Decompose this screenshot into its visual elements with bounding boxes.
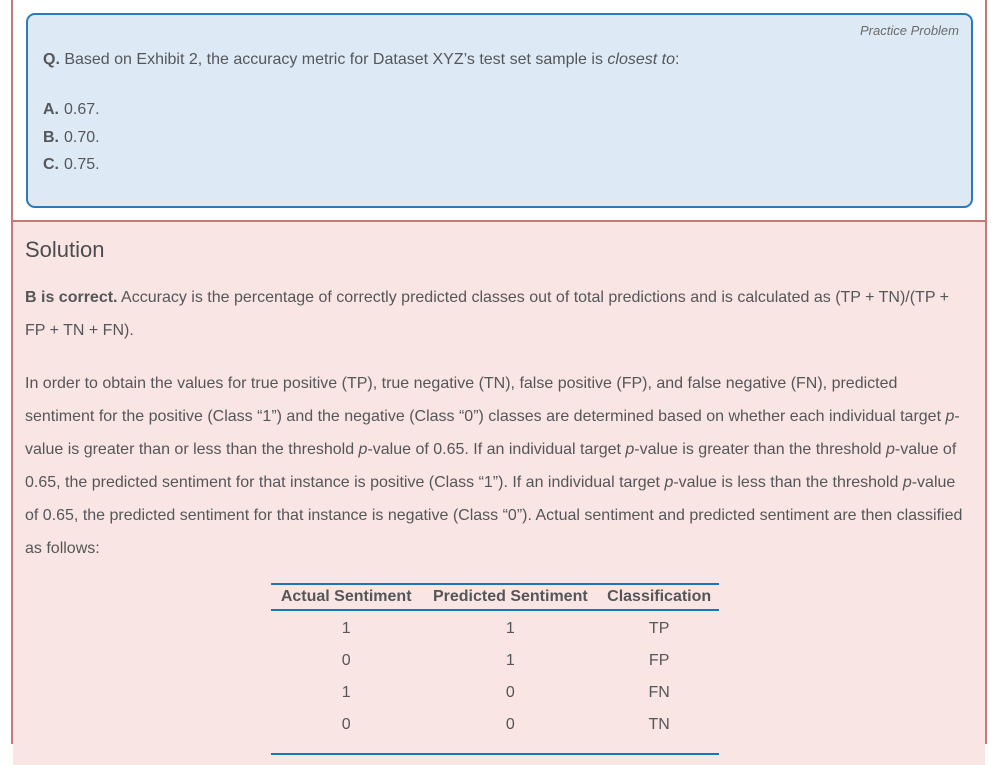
column-header: Predicted Sentiment	[421, 583, 600, 611]
classification-table: Actual Sentiment Predicted Sentiment Class…	[271, 582, 719, 755]
text-segment: -value of 0.65, the predicted sentiment …	[25, 473, 963, 557]
practice-problem-box: Practice Problem Q. Based on Exhibit 2, …	[26, 13, 973, 208]
text-segment: In order to obtain the values for true p…	[25, 374, 946, 425]
table-cell: 1	[341, 619, 351, 637]
table-row: 0 0 TN	[271, 709, 719, 754]
text-segment: p	[625, 440, 635, 458]
table-cell: 0	[341, 651, 351, 669]
answer-options: A. 0.67. B. 0.70. C. 0.75.	[43, 96, 959, 179]
text-segment: B is correct.	[25, 288, 118, 306]
text-segment: Accuracy is the percentage of correctly …	[25, 288, 949, 339]
text-segment: -value is greater than or less than the …	[25, 407, 960, 458]
option-b: B. 0.70.	[43, 124, 959, 152]
solution-section: Solution B is correct. Accuracy is the p…	[13, 219, 985, 765]
option-c-letter: C.	[43, 156, 59, 173]
option-c: C. 0.75.	[43, 151, 959, 179]
text-segment: p	[945, 407, 955, 425]
text-segment: -value is greater than the threshold	[634, 440, 886, 458]
text-segment: closest to	[607, 51, 675, 68]
option-a-value: 0.67.	[64, 101, 100, 118]
table-cell: FP	[648, 651, 670, 669]
text-segment: -value of 0.65. If an individual target	[367, 440, 626, 458]
table-cell: 1	[341, 683, 351, 701]
column-header: Classification	[599, 583, 719, 611]
table-cell: TN	[648, 715, 670, 733]
option-b-value: 0.70.	[64, 128, 100, 146]
option-c-value: 0.75.	[64, 156, 100, 173]
solution-heading: Solution	[25, 236, 105, 262]
text-segment: Based on Exhibit 2, the accuracy metric …	[59, 51, 608, 68]
practice-problem-label: Practice Problem	[860, 23, 959, 38]
option-a: A. 0.67.	[43, 96, 959, 124]
text-segment: p	[358, 440, 368, 458]
table-row: 1 0 FN	[271, 677, 719, 709]
option-b-letter: B.	[43, 128, 59, 146]
table-row: 1 1 TP	[271, 610, 719, 645]
text-segment: :	[674, 51, 680, 68]
table-cell: TP	[648, 619, 670, 637]
solution-paragraph-1: B is correct. Accuracy is the percentage…	[25, 281, 965, 347]
text-segment: -value of 0.65, the predicted sentiment …	[25, 440, 957, 491]
text-segment: p	[902, 473, 912, 491]
table-cell: 1	[505, 651, 515, 669]
table-row: 0 1 FP	[271, 645, 719, 677]
text-segment: p	[664, 473, 674, 491]
table-cell: FN	[648, 683, 670, 701]
table-cell: 0	[341, 715, 351, 733]
text-segment: Q.	[43, 51, 60, 68]
text-segment: p	[885, 440, 895, 458]
table-cell: 0	[505, 683, 515, 701]
column-header: Actual Sentiment	[271, 583, 422, 611]
solution-paragraph-2: In order to obtain the values for true p…	[25, 367, 965, 565]
table-cell: 0	[505, 715, 515, 733]
question-text: Q. Based on Exhibit 2, the accuracy metr…	[43, 49, 959, 71]
table-header-row: Actual Sentiment Predicted Sentiment Class…	[271, 583, 719, 611]
option-a-letter: A.	[43, 101, 59, 118]
table-cell: 1	[505, 619, 515, 637]
page-container: Practice Problem Q. Based on Exhibit 2, …	[11, 0, 987, 765]
text-segment: -value is less than the threshold	[673, 473, 903, 491]
